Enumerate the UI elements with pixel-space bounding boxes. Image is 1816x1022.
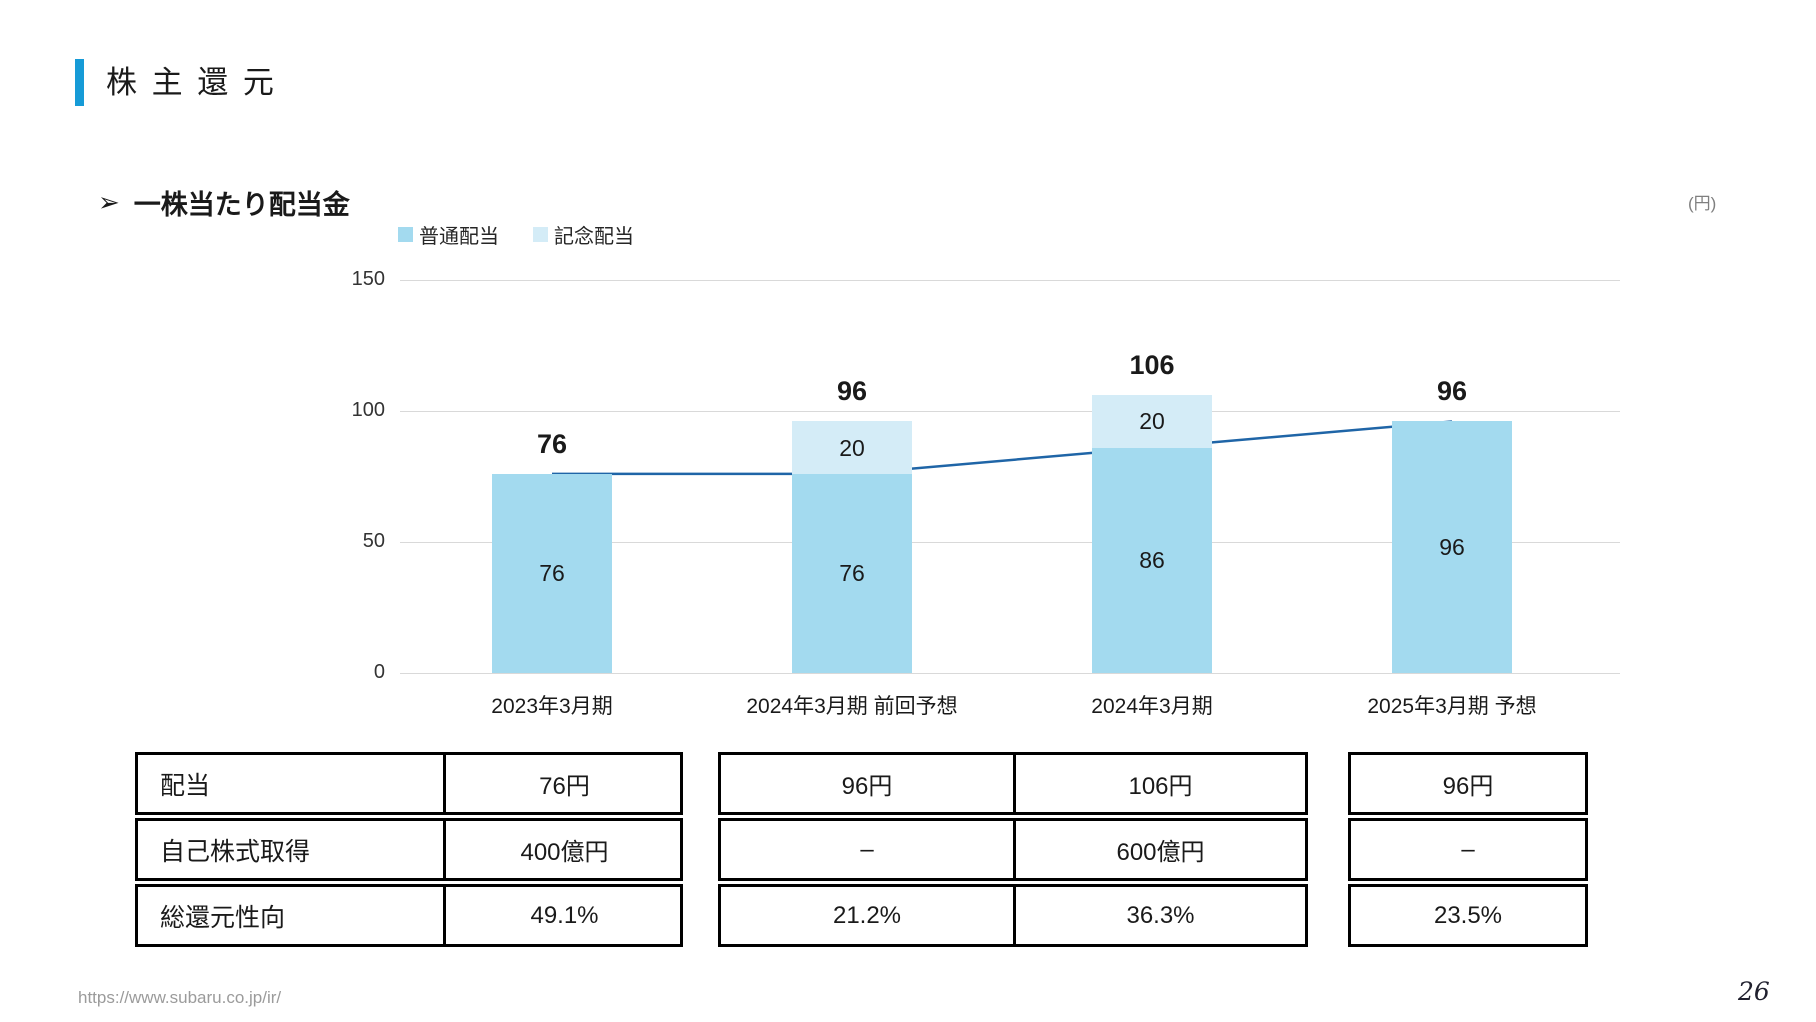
table-row: 自己株式取得 400億円 xyxy=(135,818,683,881)
table-cell-value: 49.1% xyxy=(443,887,683,944)
table-row-label: 自己株式取得 xyxy=(160,837,311,866)
page-title: 株 主 還 元 xyxy=(106,65,277,100)
bar-segment-value: 76 xyxy=(839,560,865,587)
gridline xyxy=(400,411,1620,412)
chart-legend: 普通配当 記念配当 xyxy=(398,220,634,249)
legend-label: 普通配当 xyxy=(419,226,499,248)
table-row-label: 配当 xyxy=(160,771,211,800)
source-url: https://www.subaru.co.jp/ir/ xyxy=(78,988,282,1007)
y-tick-label: 150 xyxy=(351,268,385,290)
bar-segment-ordinary-1 xyxy=(792,473,912,673)
bar-total-label: 76 xyxy=(536,428,568,459)
table-row: 総還元性向 49.1% xyxy=(135,884,683,947)
table-row: – 600億円 xyxy=(718,818,1308,881)
table-cell-value: 96円 xyxy=(1442,773,1494,800)
bar-segment-value: 20 xyxy=(839,434,865,461)
axis-unit-label: (円) xyxy=(1688,194,1717,213)
bar-segment-value: 20 xyxy=(1139,408,1165,435)
y-tick-label: 0 xyxy=(373,661,385,683)
table-cell-value: 400億円 xyxy=(443,821,683,878)
chart-subtitle: 一株当たり配当金 xyxy=(133,190,350,220)
table-row: 配当 76円 xyxy=(135,752,683,815)
table-row: 23.5% xyxy=(1348,884,1588,947)
summary-table-box-2: 96円 – 23.5% xyxy=(1348,752,1588,947)
bar-segment-value: 76 xyxy=(539,560,565,587)
bar-segment-commemorative-1 xyxy=(792,421,912,474)
summary-table-box-0: 配当 76円自己株式取得 400億円総還元性向 49.1% xyxy=(135,752,683,947)
table-cell-value: 600億円 xyxy=(1013,821,1305,878)
gridline xyxy=(400,542,1620,543)
title-accent-bar xyxy=(75,59,84,106)
table-row: 96円 106円 xyxy=(718,752,1308,815)
table-cell-value: 36.3% xyxy=(1013,887,1305,944)
page-number: 26 xyxy=(1738,977,1770,1006)
summary-table-box-1: 96円 106円 – 600億円 21.2% 36.3% xyxy=(718,752,1308,947)
table-cell-value: 106円 xyxy=(1013,755,1305,812)
legend-swatch-icon xyxy=(533,227,548,242)
legend-swatch-icon xyxy=(398,227,413,242)
bar-segment-value: 96 xyxy=(1439,534,1465,561)
trend-line-svg xyxy=(552,420,1453,476)
arrow-bullet-icon: ➢ xyxy=(98,187,120,217)
table-cell-value: – xyxy=(860,835,874,863)
category-label: 2023年3月期 xyxy=(491,695,613,718)
table-cell-value: 23.5% xyxy=(1433,901,1503,929)
bar-segment-ordinary-0 xyxy=(492,473,612,673)
dividend-trend-line xyxy=(552,420,1453,476)
legend-item-0: 普通配当 xyxy=(398,220,499,249)
category-label: 2024年3月期 xyxy=(1091,695,1213,718)
table-cell-value: 76円 xyxy=(443,755,683,812)
category-label: 2025年3月期 予想 xyxy=(1367,695,1537,718)
table-row: 21.2% 36.3% xyxy=(718,884,1308,947)
table-cell-value: 21.2% xyxy=(832,901,902,929)
category-label: 2024年3月期 前回予想 xyxy=(746,695,958,718)
gridline xyxy=(400,280,1620,281)
bar-segment-ordinary-2 xyxy=(1092,447,1212,673)
y-tick-label: 100 xyxy=(351,399,385,421)
bar-total-label: 106 xyxy=(1129,350,1175,381)
bar-segment-commemorative-2 xyxy=(1092,395,1212,448)
table-row-label: 総還元性向 xyxy=(160,903,286,932)
table-cell-value: 96円 xyxy=(841,773,893,800)
bar-total-label: 96 xyxy=(836,376,868,407)
table-row: 96円 xyxy=(1348,752,1588,815)
bar-segment-ordinary-3 xyxy=(1392,421,1512,673)
chart-subtitle-row: ➢ 一株当たり配当金 xyxy=(98,183,350,222)
y-tick-label: 50 xyxy=(362,530,385,552)
bar-segment-value: 86 xyxy=(1139,547,1165,574)
gridline xyxy=(400,673,1620,674)
table-row: – xyxy=(1348,818,1588,881)
table-cell-value: – xyxy=(1461,835,1475,863)
bar-total-label: 96 xyxy=(1436,376,1468,407)
legend-label: 記念配当 xyxy=(554,226,634,248)
legend-item-1: 記念配当 xyxy=(533,220,634,249)
